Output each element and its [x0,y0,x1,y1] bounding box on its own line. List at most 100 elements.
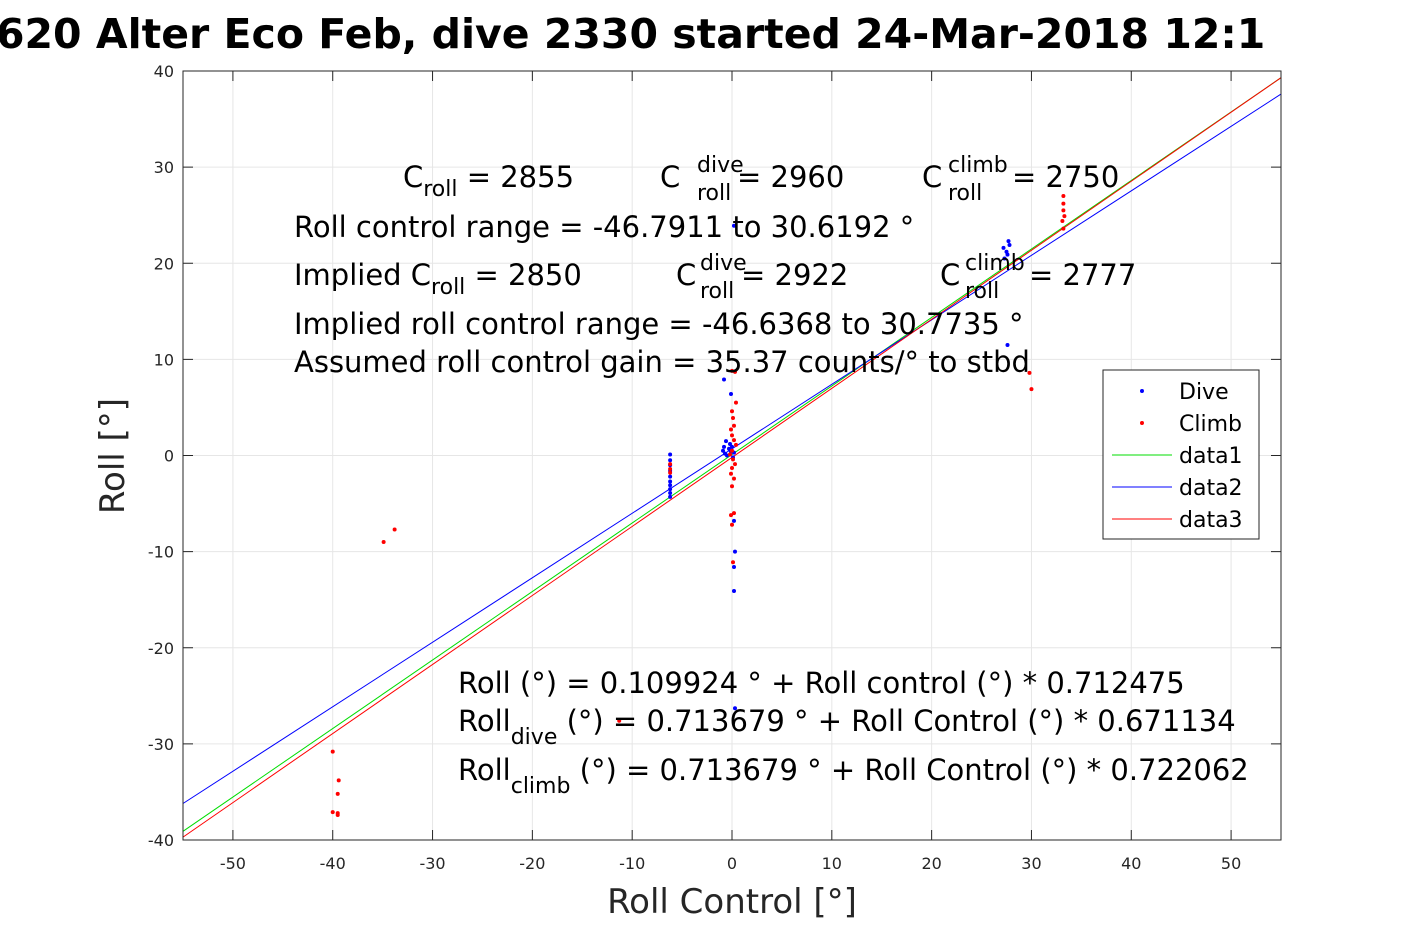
c-climb-sup: climb [948,153,1008,178]
y-tick-label: 0 [164,447,174,466]
c-dive-annotation: C [660,160,680,194]
point-dive [730,444,734,449]
equation-roll: Roll (°) = 0.109924 ° + Roll control (°)… [458,666,1185,700]
c-climb-value: = 2750 [1012,160,1119,194]
assumed-gain: Assumed roll control gain = 35.37 counts… [294,345,1030,379]
point-climb [731,476,736,481]
implied-c-climb-value: = 2777 [1029,258,1136,292]
point-climb [668,466,673,471]
x-tick-label: 40 [1121,854,1141,873]
x-tick-label: -40 [320,854,346,873]
point-climb [668,462,673,467]
plot-frame [182,70,1282,841]
point-dive [728,441,733,446]
x-tick-label: -50 [220,854,246,873]
legend-swatch-dive [1140,389,1144,393]
point-climb [731,438,736,443]
chart-title: 620 Alter Eco Feb, dive 2330 started 24-… [0,10,1265,58]
implied-c-climb: C [940,258,960,292]
point-dive [724,439,729,444]
point-climb [668,470,673,475]
point-climb [730,560,735,565]
legend-label-data3: data3 [1179,508,1243,533]
point-climb [732,369,737,374]
point-dive [668,452,673,457]
y-tick-label: -10 [148,543,174,562]
legend-swatch-climb [1140,421,1144,425]
equation-roll-dive: Rolldive (°) = 0.713679 ° + Roll Control… [458,704,1236,750]
point-dive [732,706,737,711]
point-dive [731,565,736,570]
point-dive [732,549,737,554]
point-climb [731,423,736,428]
point-dive [731,223,736,228]
point-climb [330,749,335,754]
point-climb [730,409,734,414]
point-dive [668,487,673,492]
legend-label-data1: data1 [1179,444,1243,469]
point-climb [732,462,737,467]
point-climb [381,540,386,545]
point-dive [1005,252,1010,257]
c-climb-annotation: C [922,160,942,194]
c-dive-sub: roll [697,181,731,206]
point-climb [730,416,735,421]
point-climb [1029,387,1034,392]
point-dive [1002,256,1007,261]
point-climb [730,522,734,527]
point-dive [1005,342,1010,347]
data-points [330,193,1067,818]
point-dive [668,483,673,488]
point-dive [1007,242,1012,247]
point-dive [668,479,673,484]
implied-c-dive-sup: dive [700,251,747,276]
x-axis-ticks: -50 -40 -30 -20 -10 0 10 20 30 40 50 [220,71,1241,873]
implied-c-dive-sub: roll [700,279,734,304]
implied-c-dive: C [676,258,696,292]
point-climb [729,471,734,476]
point-dive [668,490,673,495]
point-climb [335,791,340,796]
point-climb [1061,193,1066,198]
point-climb [729,427,734,432]
y-axis-ticks: -40 -30 -20 -10 0 10 20 30 40 [148,62,1281,850]
point-dive [729,391,734,396]
legend: Dive Climb data1 data2 data3 [1102,369,1260,540]
y-tick-label: 40 [154,62,174,81]
point-climb [733,400,738,405]
point-climb [730,433,734,438]
legend-swatches [1112,389,1172,520]
point-climb [392,527,397,532]
implied-c-climb-sup: climb [965,251,1025,276]
point-climb [731,511,736,516]
point-climb [1061,201,1066,206]
point-dive [1006,239,1011,244]
c-climb-sub: roll [948,181,982,206]
x-tick-label: -30 [419,854,445,873]
point-dive [727,446,732,451]
implied-c-roll: Implied Croll = 2850 [294,258,582,300]
point-dive [668,458,673,463]
point-climb [728,452,733,457]
y-tick-label: 20 [154,254,174,273]
y-axis-label: Roll [°] [93,398,133,514]
c-dive-sup: dive [697,153,744,178]
point-climb [1062,214,1067,219]
legend-label-data2: data2 [1179,476,1243,501]
point-dive [668,494,673,499]
c-dive-value: = 2960 [737,160,844,194]
point-climb [1060,218,1065,223]
point-climb [336,778,341,783]
c-roll-annotation: Croll = 2855 [403,160,574,202]
x-axis-label: Roll Control [°] [607,882,857,922]
x-tick-label: 50 [1221,854,1241,873]
point-climb [733,442,738,447]
implied-c-dive-value: = 2922 [741,258,848,292]
point-climb [730,465,734,470]
point-dive [722,377,727,382]
point-dive [721,448,726,453]
point-dive [668,474,673,479]
point-climb [730,457,735,462]
point-climb [1061,208,1066,213]
